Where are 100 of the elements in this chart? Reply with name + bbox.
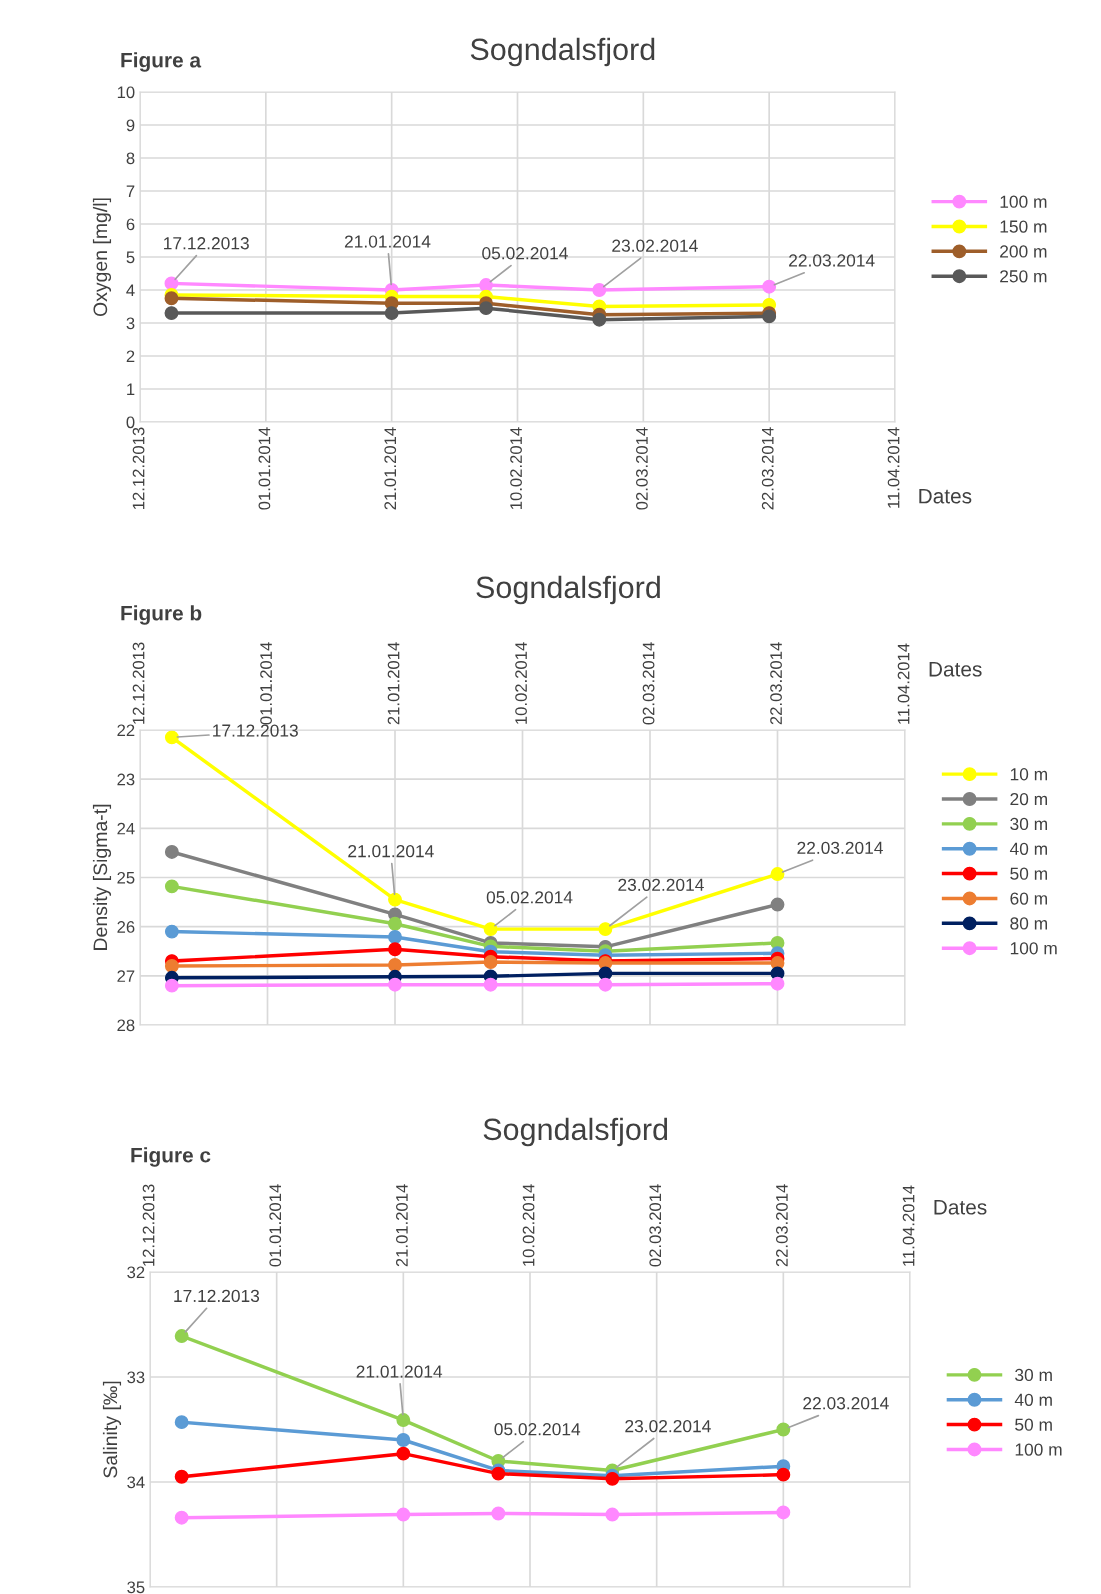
legend-label: 20 m (1010, 792, 1047, 806)
point (164, 879, 179, 894)
chart-subtitle: Figure a (121, 52, 202, 72)
y-tick-label: 34 (127, 1476, 145, 1489)
annotation: 17.12.2013 (213, 724, 298, 737)
legend-label: 100 m (1000, 195, 1047, 208)
x-tick-label: 02.03.2014 (642, 642, 655, 725)
y-tick-label: 24 (117, 822, 135, 835)
y-tick-label: 10 (117, 86, 135, 99)
x-axis-title: Dates (919, 488, 972, 504)
legend-label: 30 m (1010, 817, 1047, 831)
annotation: 05.02.2014 (494, 1423, 581, 1436)
point (396, 1446, 411, 1461)
chart-subtitle: Figure b (121, 605, 202, 625)
chart-title: Sogndalsfjord (476, 575, 660, 605)
point (770, 976, 785, 991)
y-tick-label: 35 (127, 1581, 145, 1594)
y-tick-label: 22 (117, 724, 135, 737)
chart-title: Sogndalsfjord (483, 1117, 668, 1147)
point (479, 301, 493, 316)
x-tick-label: 01.01.2014 (269, 1184, 282, 1267)
x-tick-label: 11.04.2014 (897, 643, 910, 724)
point (483, 955, 498, 970)
point (592, 312, 607, 327)
point (388, 942, 402, 957)
point (479, 278, 493, 292)
x-tick-label: 11.04.2014 (887, 427, 900, 508)
y-axis-title: Density [Sigma-t] (92, 804, 112, 950)
point (776, 1505, 791, 1520)
x-tick-label: 22.03.2014 (770, 642, 782, 725)
point (396, 1507, 411, 1522)
y-tick-label: 26 (117, 921, 135, 933)
y-tick-label: 23 (117, 773, 135, 786)
annotation: 17.12.2013 (164, 237, 249, 250)
y-tick-label: 2 (126, 350, 135, 363)
annotation: 22.03.2014 (803, 1397, 889, 1410)
y-axis-title: Salinity [‰] (102, 1381, 122, 1478)
point (770, 897, 785, 912)
point (164, 959, 179, 973)
x-tick-label: 02.03.2014 (649, 1184, 662, 1267)
point (483, 977, 498, 992)
annotation: 21.01.2014 (344, 235, 431, 248)
y-tick-label: 5 (126, 251, 135, 264)
y-tick-label: 3 (126, 317, 135, 330)
y-tick-label: 28 (117, 1019, 135, 1032)
point (776, 1422, 791, 1437)
point (776, 1467, 791, 1482)
chart-subtitle: Figure c (131, 1147, 211, 1167)
point (605, 1507, 620, 1522)
y-tick-label: 27 (117, 970, 135, 982)
x-axis-title: Dates (934, 1200, 987, 1215)
point (384, 306, 399, 321)
x-tick-label: 01.01.2014 (260, 642, 272, 725)
point (164, 730, 179, 745)
x-tick-label: 12.12.2013 (132, 427, 145, 509)
legend-label: 80 m (1010, 917, 1047, 930)
y-tick-label: 8 (126, 152, 135, 165)
annotation: 21.01.2014 (348, 845, 434, 858)
legend-label: 50 m (1010, 867, 1047, 880)
legend-label: 200 m (1000, 245, 1047, 258)
annotation: 05.02.2014 (482, 247, 568, 260)
point (164, 978, 179, 993)
y-tick-label: 25 (117, 871, 135, 884)
x-tick-label: 10.02.2014 (510, 427, 522, 509)
legend-label: 50 m (1015, 1418, 1052, 1431)
x-tick-label: 21.01.2014 (396, 1184, 408, 1267)
annotation: 05.02.2014 (486, 891, 573, 904)
point (598, 922, 613, 937)
y-tick-label: 6 (126, 218, 135, 231)
point (164, 924, 179, 939)
x-tick-label: 21.01.2014 (387, 642, 400, 725)
legend-label: 10 m (1010, 768, 1047, 781)
x-tick-label: 10.02.2014 (522, 1184, 535, 1266)
point (174, 1329, 189, 1343)
point (388, 916, 402, 931)
x-tick-label: 02.03.2014 (636, 427, 648, 510)
chart-title: Sogndalsfjord (470, 37, 655, 67)
point (388, 930, 402, 944)
point (396, 1433, 411, 1447)
x-tick-label: 01.01.2014 (258, 427, 271, 510)
legend-label: 100 m (1015, 1443, 1062, 1456)
legend-label: 30 m (1015, 1368, 1052, 1382)
y-tick-label: 9 (126, 119, 135, 132)
point (396, 1413, 411, 1428)
annotation: 23.02.2014 (618, 878, 704, 891)
point (598, 977, 613, 992)
point (762, 279, 777, 294)
point (164, 844, 179, 859)
annotation: 23.02.2014 (625, 1420, 711, 1433)
legend-label: 60 m (1010, 892, 1047, 905)
annotation: 22.03.2014 (789, 254, 875, 267)
y-axis-title: Oxygen [mg/l] (92, 198, 112, 317)
point (174, 1469, 189, 1484)
legend-label: 150 m (1000, 220, 1047, 233)
point (164, 291, 179, 306)
point (388, 892, 402, 907)
point (164, 306, 179, 321)
x-tick-label: 12.12.2013 (132, 642, 145, 724)
legend-label: 40 m (1014, 1393, 1052, 1406)
point (388, 958, 402, 972)
